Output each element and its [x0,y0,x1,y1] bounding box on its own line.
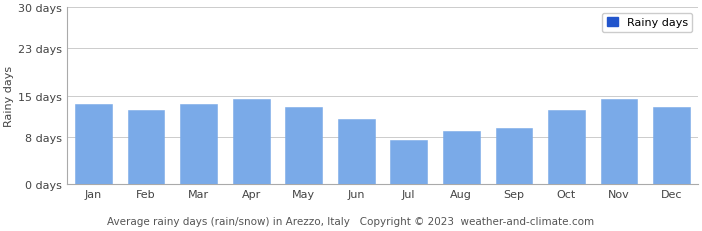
Bar [180,105,217,184]
Bar [128,111,164,184]
Bar [548,111,585,184]
Bar [653,108,690,184]
Bar [443,131,479,184]
Legend: Rainy days: Rainy days [602,14,692,33]
Bar [601,99,637,184]
Bar [496,128,532,184]
Bar [75,105,112,184]
Bar [233,99,270,184]
Text: Average rainy days (rain/snow) in Arezzo, Italy   Copyright © 2023  weather-and-: Average rainy days (rain/snow) in Arezzo… [107,216,595,226]
Bar [285,108,322,184]
Bar [338,120,375,184]
Y-axis label: Rainy days: Rainy days [4,66,14,127]
Bar [390,140,428,184]
